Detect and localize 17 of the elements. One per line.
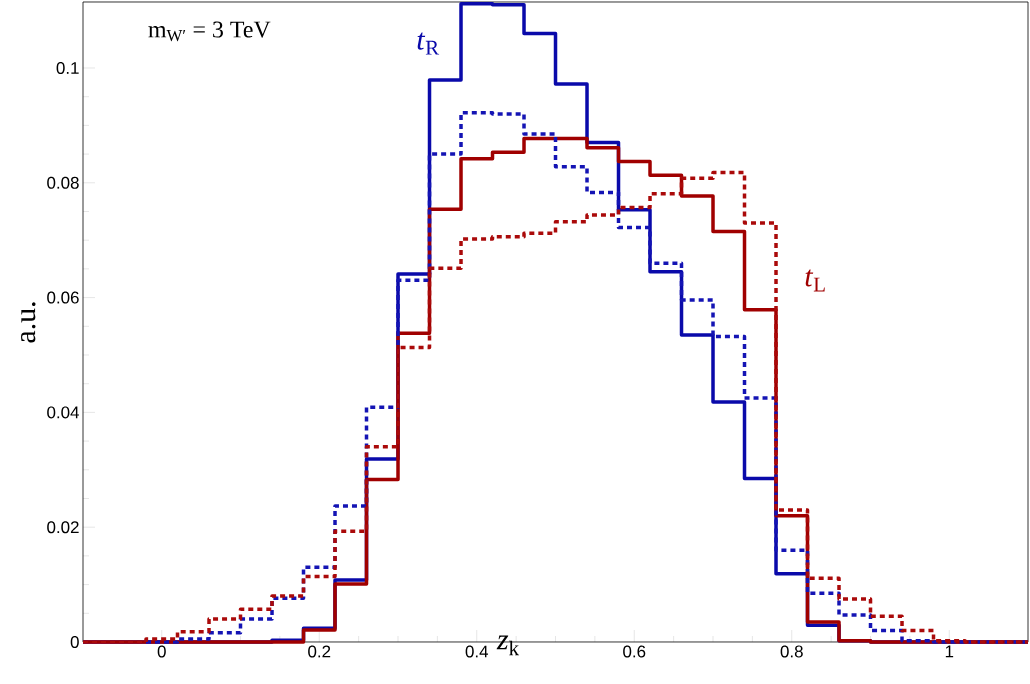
y-tick-label: 0.1: [56, 61, 79, 74]
y-axis-title: a.u.: [21, 302, 36, 343]
y-tick-label: 0.06: [47, 291, 79, 304]
annotation: t$_{R}$: [417, 32, 440, 55]
annotation: t$_{L}$: [805, 269, 825, 292]
annotation: m$_{W′}$ = 3 TeV: [148, 21, 271, 42]
x-axis-title: z$_{k}$: [496, 635, 520, 656]
y-tick-label: 0.02: [47, 521, 79, 534]
y-tick-label: 0.04: [47, 406, 79, 419]
x-tick-label: 0: [157, 645, 166, 658]
x-tick-label: 0.6: [623, 645, 646, 658]
x-tick-label: 0.2: [308, 645, 331, 658]
y-tick-label: 0.08: [47, 176, 79, 189]
x-tick-label: 1: [945, 645, 954, 658]
x-tick-label: 0.4: [465, 645, 489, 658]
x-tick-label: 0.8: [780, 645, 803, 658]
y-tick-label: 0: [70, 635, 79, 648]
